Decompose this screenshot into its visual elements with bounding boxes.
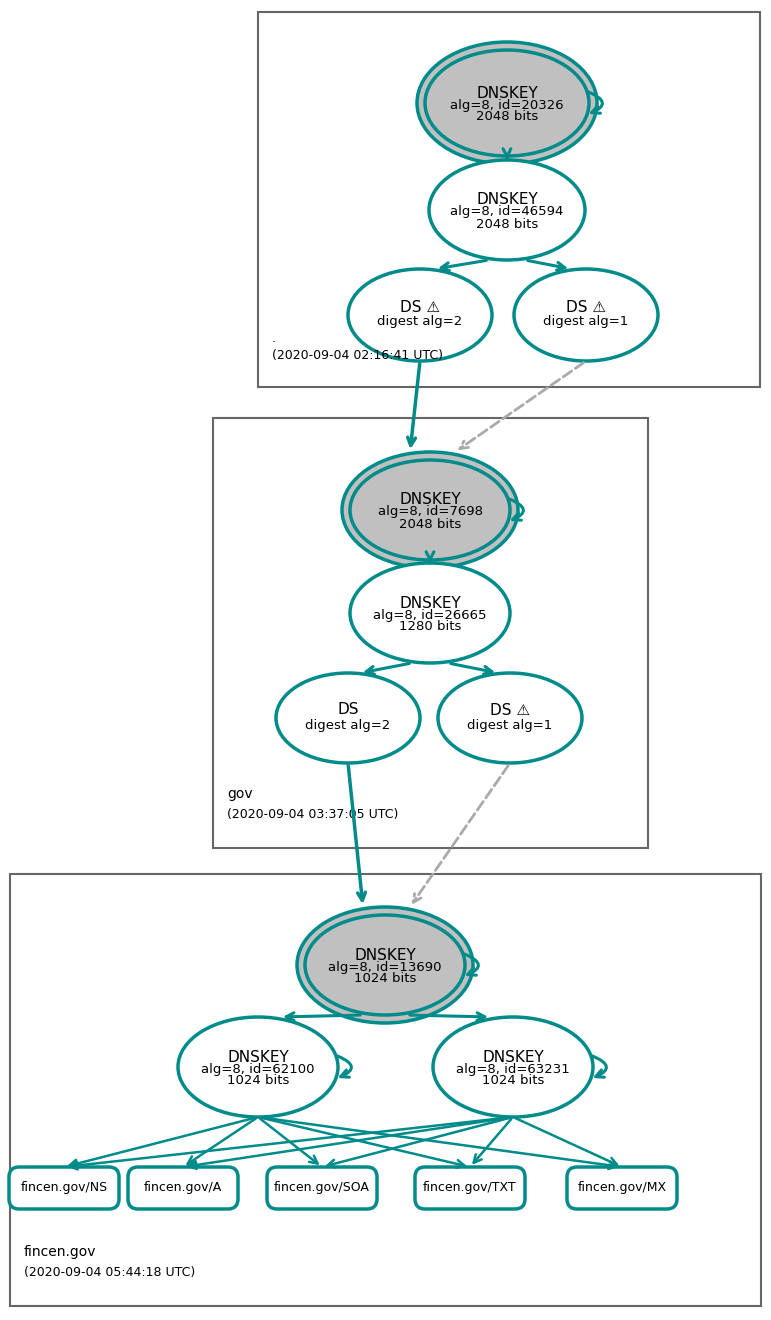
Text: 1024 bits: 1024 bits <box>354 973 416 986</box>
Text: DNSKEY: DNSKEY <box>227 1049 289 1064</box>
Ellipse shape <box>438 673 582 763</box>
Text: DS ⚠: DS ⚠ <box>400 300 440 314</box>
FancyBboxPatch shape <box>258 12 760 387</box>
FancyBboxPatch shape <box>267 1167 377 1209</box>
Ellipse shape <box>350 564 510 663</box>
Text: alg=8, id=46594: alg=8, id=46594 <box>450 206 564 219</box>
Text: digest alg=2: digest alg=2 <box>305 718 391 731</box>
Text: digest alg=1: digest alg=1 <box>467 718 553 731</box>
Ellipse shape <box>276 673 420 763</box>
Text: alg=8, id=7698: alg=8, id=7698 <box>378 506 483 519</box>
Text: fincen.gov/MX: fincen.gov/MX <box>577 1181 667 1195</box>
Ellipse shape <box>178 1016 338 1117</box>
Text: DNSKEY: DNSKEY <box>476 193 538 207</box>
Text: 1024 bits: 1024 bits <box>482 1074 544 1088</box>
Text: 2048 bits: 2048 bits <box>476 111 538 124</box>
Text: fincen.gov/NS: fincen.gov/NS <box>21 1181 108 1195</box>
FancyBboxPatch shape <box>567 1167 677 1209</box>
Text: fincen.gov/A: fincen.gov/A <box>144 1181 222 1195</box>
Ellipse shape <box>433 1016 593 1117</box>
FancyBboxPatch shape <box>213 418 648 847</box>
Text: 2048 bits: 2048 bits <box>476 218 538 231</box>
Text: fincen.gov: fincen.gov <box>24 1245 96 1259</box>
Text: digest alg=2: digest alg=2 <box>377 315 463 329</box>
Ellipse shape <box>342 451 518 568</box>
Ellipse shape <box>305 915 465 1015</box>
Text: DNSKEY: DNSKEY <box>354 948 416 962</box>
Ellipse shape <box>417 42 597 164</box>
Text: DNSKEY: DNSKEY <box>482 1049 544 1064</box>
Text: 2048 bits: 2048 bits <box>399 517 461 531</box>
Text: fincen.gov/SOA: fincen.gov/SOA <box>274 1181 370 1195</box>
Text: fincen.gov/TXT: fincen.gov/TXT <box>423 1181 517 1195</box>
Text: DS ⚠: DS ⚠ <box>490 702 530 718</box>
Text: (2020-09-04 03:37:05 UTC): (2020-09-04 03:37:05 UTC) <box>227 808 399 821</box>
Text: DNSKEY: DNSKEY <box>399 595 461 610</box>
Text: 1024 bits: 1024 bits <box>227 1074 289 1088</box>
Text: 1280 bits: 1280 bits <box>399 620 461 634</box>
Text: DNSKEY: DNSKEY <box>399 492 461 507</box>
Ellipse shape <box>350 459 510 560</box>
FancyBboxPatch shape <box>128 1167 238 1209</box>
Text: gov: gov <box>227 787 253 801</box>
Ellipse shape <box>348 269 492 360</box>
Text: DS ⚠: DS ⚠ <box>566 300 606 314</box>
Text: alg=8, id=26665: alg=8, id=26665 <box>373 609 487 622</box>
Text: (2020-09-04 05:44:18 UTC): (2020-09-04 05:44:18 UTC) <box>24 1266 195 1279</box>
Ellipse shape <box>297 907 473 1023</box>
FancyBboxPatch shape <box>415 1167 525 1209</box>
FancyBboxPatch shape <box>10 874 761 1305</box>
Text: .: . <box>272 333 276 345</box>
Text: alg=8, id=62100: alg=8, id=62100 <box>201 1063 315 1076</box>
FancyBboxPatch shape <box>9 1167 119 1209</box>
Text: alg=8, id=20326: alg=8, id=20326 <box>450 99 564 111</box>
Ellipse shape <box>425 50 589 156</box>
Text: digest alg=1: digest alg=1 <box>544 315 628 329</box>
Text: alg=8, id=63231: alg=8, id=63231 <box>456 1063 570 1076</box>
Text: DNSKEY: DNSKEY <box>476 86 538 100</box>
Ellipse shape <box>429 160 585 260</box>
Ellipse shape <box>514 269 658 360</box>
Text: alg=8, id=13690: alg=8, id=13690 <box>328 961 442 974</box>
Text: DS: DS <box>337 702 359 718</box>
Text: (2020-09-04 02:16:41 UTC): (2020-09-04 02:16:41 UTC) <box>272 348 443 362</box>
